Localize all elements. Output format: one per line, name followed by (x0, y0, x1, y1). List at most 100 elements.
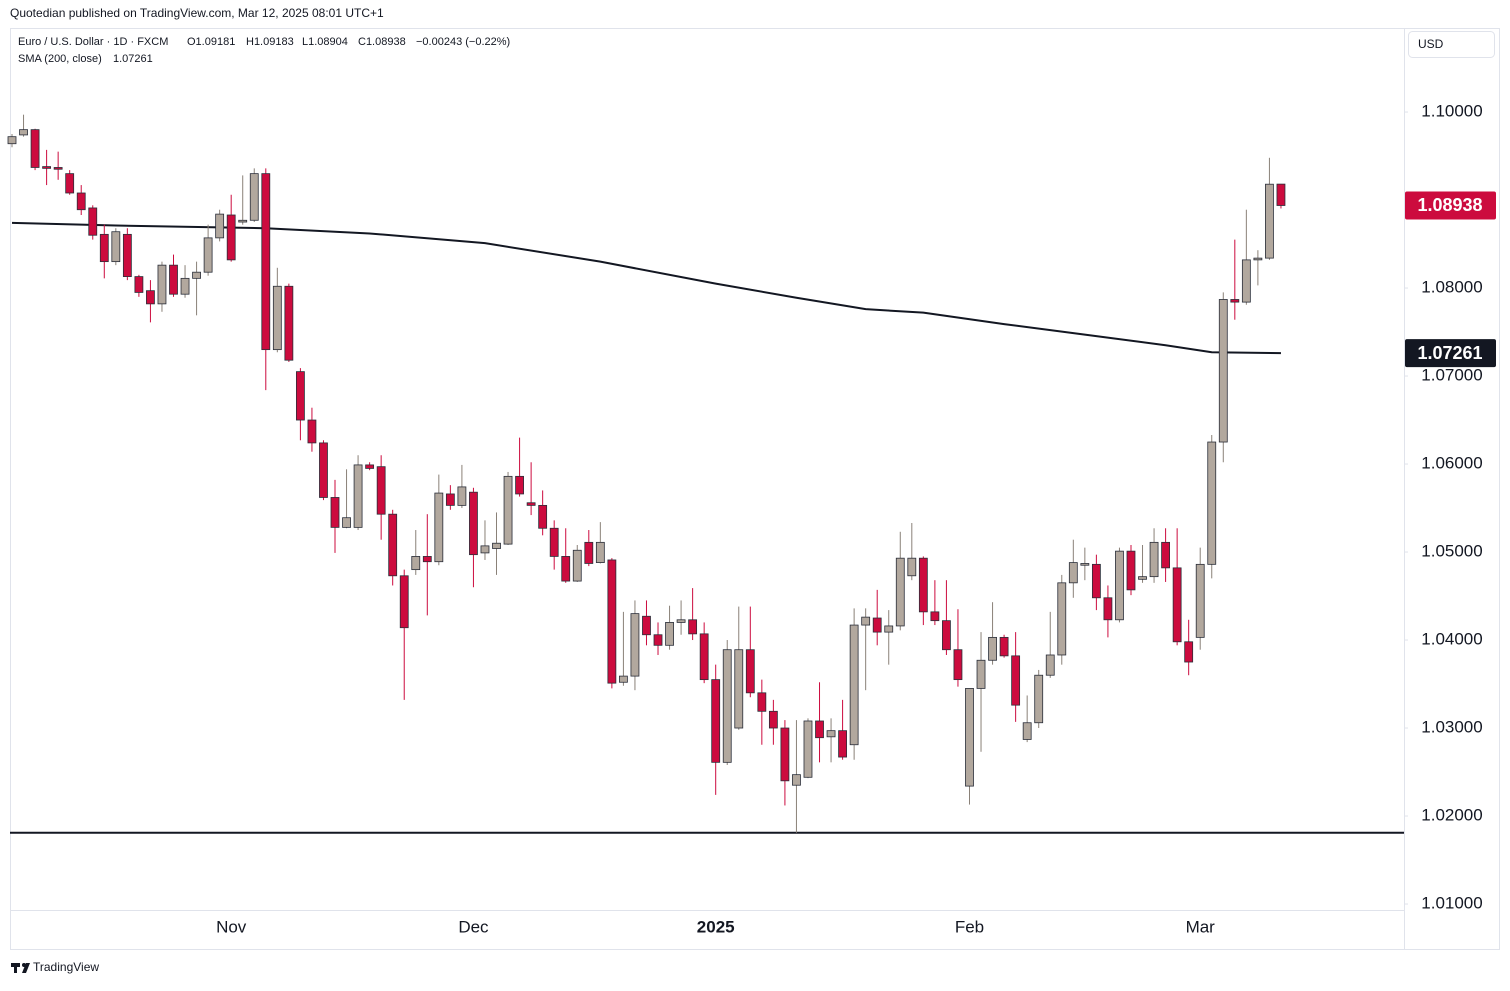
candle (411, 530, 421, 575)
candle (745, 606, 755, 698)
candle (445, 485, 455, 510)
candle-body (1126, 550, 1136, 591)
candle-body (457, 486, 467, 506)
candle-body (999, 636, 1009, 657)
candle (434, 474, 444, 566)
candle-body (849, 624, 859, 746)
y-tick-label: 1.05000 (1421, 542, 1482, 561)
candle-body (884, 625, 894, 633)
candle (1011, 632, 1021, 722)
candle (676, 600, 686, 635)
candle-body (1103, 597, 1113, 621)
candle (1184, 619, 1194, 676)
candle-body (642, 615, 651, 636)
candle-body (42, 166, 52, 169)
candle (838, 699, 847, 760)
candle-body (330, 497, 340, 528)
candle (180, 265, 190, 298)
candle (365, 462, 375, 471)
candle-body (861, 616, 871, 626)
candle (1265, 157, 1274, 260)
candle (1241, 209, 1251, 305)
sma-legend-name: SMA (200, close) (18, 53, 102, 65)
candle (699, 622, 709, 684)
candle (146, 280, 155, 323)
candle (42, 149, 52, 186)
candle-body (699, 633, 709, 681)
candle (849, 608, 859, 760)
candle-body (492, 542, 501, 549)
candle-body (284, 285, 294, 361)
candle-body (53, 167, 63, 170)
candle-body (146, 290, 155, 305)
candle-body (411, 556, 421, 571)
price-tag (1405, 339, 1496, 368)
candle (376, 455, 386, 540)
candle-body (1218, 299, 1228, 443)
candle-body (965, 688, 974, 787)
candle (653, 622, 663, 655)
x-tick-label: Mar (1186, 917, 1216, 936)
candle (422, 514, 432, 616)
candle-body (895, 557, 905, 627)
candle-body (1161, 541, 1170, 569)
candle-body (1091, 563, 1101, 599)
candle (76, 185, 86, 215)
candle-body (930, 611, 940, 622)
candle (884, 610, 894, 665)
candle (930, 580, 940, 626)
candle (353, 455, 363, 531)
candle (203, 224, 213, 276)
candle-body (584, 541, 594, 564)
candle-body (30, 129, 40, 168)
sma-line (11, 221, 1281, 355)
price-tag-label: 1.07261 (1417, 343, 1482, 363)
candle-body (676, 619, 686, 623)
candle (780, 720, 790, 806)
candle (1218, 292, 1228, 463)
candle-body (515, 475, 524, 495)
candle-body (872, 617, 882, 633)
y-tick-label: 1.10000 (1421, 102, 1482, 121)
candle-body (134, 276, 144, 293)
candle-body (469, 491, 478, 556)
candle (1057, 574, 1067, 665)
currency-button[interactable] (1408, 31, 1495, 58)
candle (272, 267, 282, 353)
candle (619, 611, 628, 686)
candle-body (365, 464, 375, 469)
candle (342, 469, 351, 529)
candle-body (1022, 722, 1032, 740)
candle-body (526, 502, 536, 506)
candle (965, 688, 974, 805)
ohlc-legend-item: O1.09181 (187, 36, 235, 48)
candle-body (295, 371, 305, 421)
candle (688, 588, 698, 641)
candle (630, 600, 640, 691)
candle (1034, 669, 1044, 729)
candle (826, 718, 836, 763)
candle-body (169, 264, 178, 295)
candle-body (988, 636, 997, 661)
candle (1172, 528, 1182, 646)
candle (907, 522, 917, 581)
candle (388, 509, 398, 586)
candle (503, 471, 513, 545)
candle (319, 440, 328, 501)
candle (19, 114, 28, 137)
candle (1045, 611, 1055, 678)
candle (976, 632, 986, 752)
candle (861, 608, 871, 691)
candle-body (480, 545, 490, 554)
candle-body (99, 233, 109, 263)
candle (65, 170, 75, 195)
candle-body (826, 730, 836, 738)
candle (134, 274, 144, 297)
candle-body (203, 237, 213, 273)
candle-body (803, 720, 813, 778)
candle (1161, 528, 1170, 582)
candle (330, 479, 340, 553)
candle (595, 522, 605, 564)
candle-body (1184, 641, 1194, 663)
candle-body (399, 575, 409, 629)
